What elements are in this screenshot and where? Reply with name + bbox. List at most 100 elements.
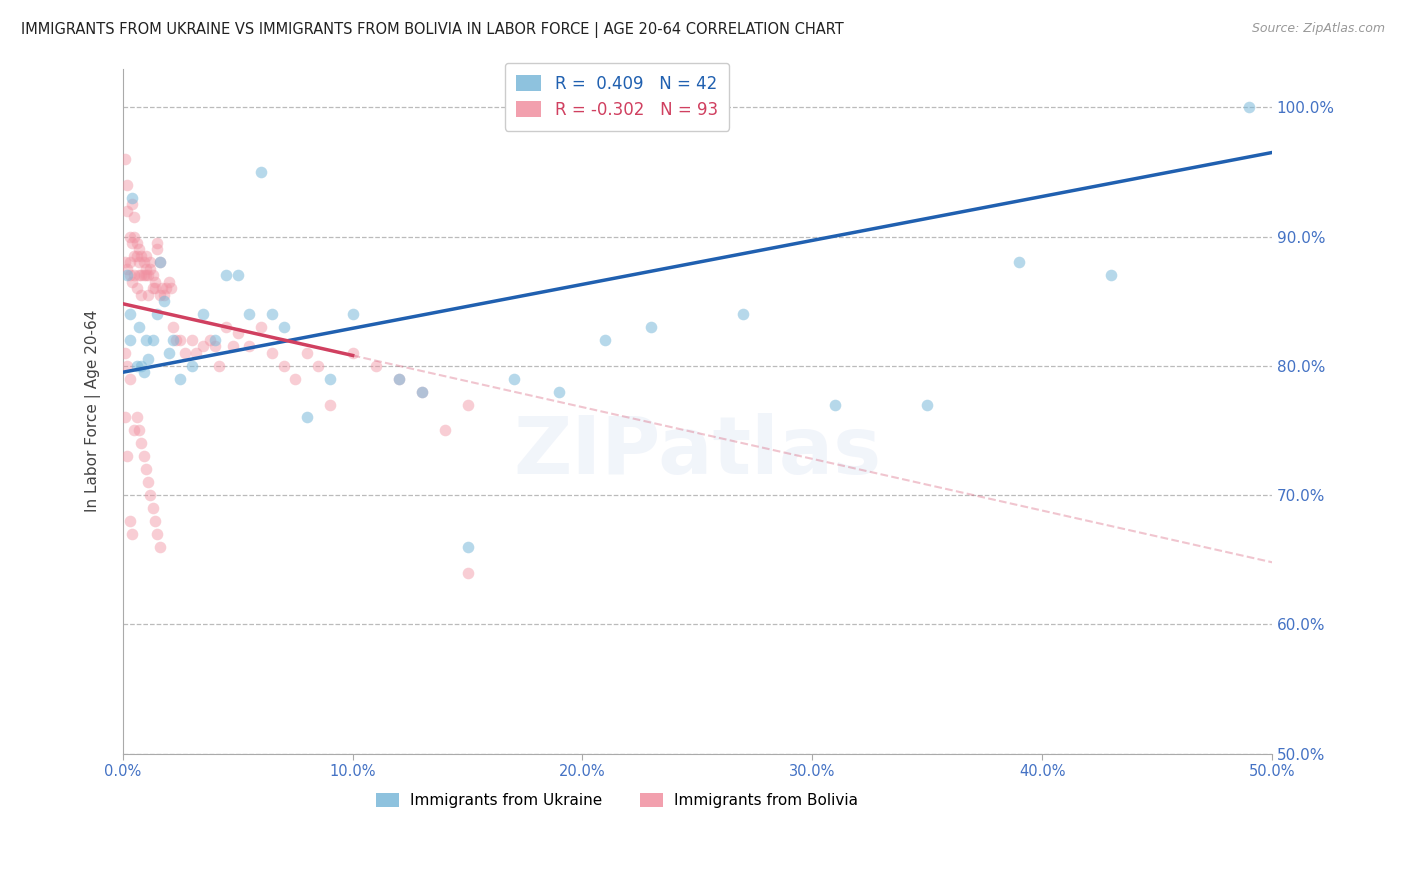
Legend: Immigrants from Ukraine, Immigrants from Bolivia: Immigrants from Ukraine, Immigrants from… (370, 787, 863, 814)
Point (142, 500, 165, 515)
Point (273, 359, 295, 373)
Point (226, 268, 249, 283)
Point (457, 540, 479, 554)
Point (121, 197, 143, 211)
Point (121, 191, 143, 205)
Point (295, 346, 318, 360)
Point (129, 359, 152, 373)
Point (117, 203, 139, 218)
Point (125, 281, 148, 295)
Point (146, 307, 169, 321)
Point (149, 287, 172, 301)
Point (457, 398, 479, 412)
Point (153, 294, 176, 309)
Point (118, 333, 141, 347)
Point (1008, 255, 1031, 269)
Point (457, 566, 479, 580)
Point (124, 229, 146, 244)
Point (249, 165, 271, 179)
Point (502, 372, 524, 386)
Point (118, 255, 141, 269)
Point (118, 514, 141, 528)
Point (129, 436, 152, 450)
Point (157, 275, 180, 289)
Point (132, 268, 155, 283)
Point (142, 333, 165, 347)
Point (129, 268, 152, 283)
Point (146, 243, 169, 257)
Point (169, 372, 191, 386)
Point (125, 249, 148, 263)
Point (114, 255, 136, 269)
Point (186, 346, 208, 360)
Point (125, 410, 148, 425)
Point (143, 275, 166, 289)
Point (160, 281, 183, 295)
Point (273, 320, 295, 334)
Point (915, 398, 938, 412)
Point (118, 229, 141, 244)
Point (198, 333, 221, 347)
Point (262, 307, 284, 321)
Point (117, 268, 139, 283)
Point (121, 275, 143, 289)
Point (733, 307, 755, 321)
Point (135, 261, 157, 276)
Point (548, 384, 571, 399)
Point (169, 333, 191, 347)
Point (222, 339, 245, 353)
Point (125, 359, 148, 373)
Point (118, 372, 141, 386)
Point (388, 372, 411, 386)
Point (143, 281, 166, 295)
Point (124, 249, 146, 263)
Point (364, 359, 387, 373)
Point (114, 152, 136, 166)
Point (117, 359, 139, 373)
Point (157, 346, 180, 360)
Point (117, 178, 139, 192)
Point (180, 359, 202, 373)
Point (180, 333, 202, 347)
Point (136, 475, 159, 489)
Point (824, 398, 846, 412)
Point (121, 526, 143, 541)
Text: Source: ZipAtlas.com: Source: ZipAtlas.com (1251, 22, 1385, 36)
Point (132, 255, 155, 269)
Point (114, 410, 136, 425)
Point (595, 333, 617, 347)
Point (215, 268, 238, 283)
Point (318, 372, 340, 386)
Point (118, 268, 141, 283)
Y-axis label: In Labor Force | Age 20-64: In Labor Force | Age 20-64 (86, 310, 101, 512)
Point (262, 346, 284, 360)
Point (128, 243, 150, 257)
Point (118, 307, 141, 321)
Point (136, 287, 159, 301)
Point (129, 249, 152, 263)
Point (342, 346, 364, 360)
Point (146, 235, 169, 250)
Point (149, 255, 172, 269)
Point (146, 526, 169, 541)
Point (128, 268, 150, 283)
Point (295, 410, 318, 425)
Point (193, 339, 215, 353)
Point (411, 384, 433, 399)
Point (162, 333, 184, 347)
Point (128, 255, 150, 269)
Point (139, 255, 162, 269)
Point (128, 424, 150, 438)
Point (139, 488, 162, 502)
Point (150, 281, 173, 295)
Point (139, 261, 162, 276)
Point (117, 261, 139, 276)
Point (226, 326, 249, 341)
Point (117, 449, 139, 463)
Point (208, 359, 231, 373)
Point (640, 320, 662, 334)
Point (149, 540, 172, 554)
Point (125, 235, 148, 250)
Point (136, 352, 159, 367)
Point (1237, 100, 1260, 114)
